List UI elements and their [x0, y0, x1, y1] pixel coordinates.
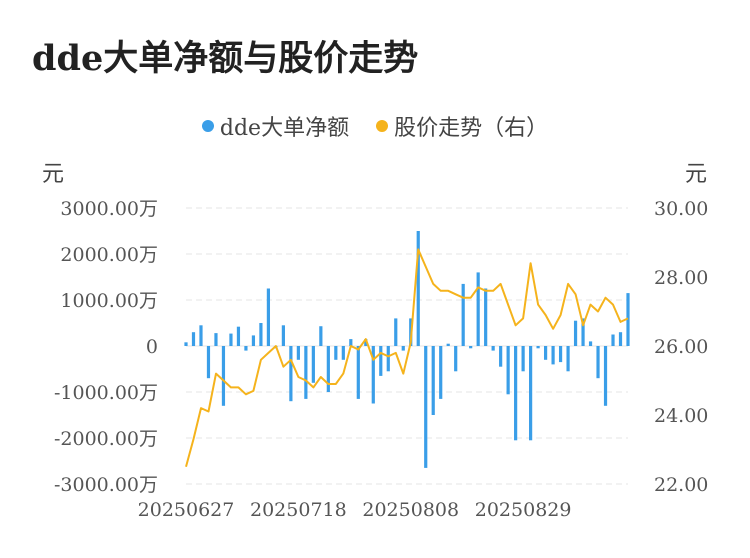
bar-24: [364, 339, 368, 346]
bar-43: [506, 346, 510, 395]
legend-label-dde: dde大单净额: [219, 116, 350, 141]
bar-29: [401, 346, 405, 351]
bar-0: [184, 342, 188, 346]
bar-18: [319, 326, 323, 346]
left-tick-label-1: 2000.00万: [60, 244, 158, 266]
bar-21: [341, 346, 345, 360]
bar-55: [596, 346, 600, 379]
bar-32: [424, 346, 428, 468]
left-tick-label-6: -3000.00万: [54, 474, 158, 496]
bar-28: [394, 318, 398, 346]
legend-item-price[interactable]: 股价走势（右）: [376, 110, 548, 142]
bar-4: [214, 333, 218, 346]
bar-35: [446, 343, 450, 346]
legend-label-price: 股价走势（右）: [394, 116, 549, 141]
bar-3: [206, 346, 211, 379]
bar-16: [304, 346, 308, 399]
bar-11: [266, 288, 271, 346]
x-tick-label-0: 20250627: [138, 499, 235, 521]
bar-23: [356, 346, 360, 399]
bar-52: [573, 320, 578, 346]
right-tick-label-1: 28.00: [654, 267, 708, 289]
bar-7: [236, 326, 241, 346]
bar-6: [229, 333, 233, 346]
left-axis-unit: 元: [42, 162, 65, 187]
bar-20: [334, 346, 338, 360]
legend-dot-bar: [201, 120, 214, 132]
bar-46: [529, 346, 533, 441]
bar-50: [558, 346, 563, 363]
bar-48: [543, 346, 548, 360]
bar-10: [259, 323, 263, 346]
chart-title: dde大单净额与股价走势: [32, 38, 419, 79]
bar-1: [191, 332, 196, 346]
x-tick-label-1: 20250718: [250, 499, 347, 521]
bar-22: [349, 339, 353, 346]
bar-59: [626, 293, 630, 346]
legend-dot-line: [376, 120, 389, 132]
price-line: [185, 248, 629, 468]
x-tick-label-2: 20250808: [362, 499, 459, 521]
bar-44: [514, 346, 518, 441]
bar-13: [281, 325, 285, 346]
bar-40: [484, 288, 488, 346]
bar-34: [439, 346, 443, 399]
x-tick-label-3: 20250829: [475, 499, 572, 521]
bar-8: [244, 346, 248, 351]
right-tick-label-0: 30.00: [654, 198, 708, 220]
bar-53: [581, 318, 585, 346]
bar-47: [536, 346, 540, 349]
bar-14: [289, 346, 293, 402]
right-tick-label-2: 26.00: [654, 336, 708, 358]
bar-31: [416, 231, 420, 346]
legend: dde大单净额 股价走势（右）: [0, 110, 750, 142]
bar-49: [551, 346, 555, 365]
right-tick-label-4: 22.00: [654, 474, 708, 496]
bar-56: [603, 346, 608, 406]
bar-39: [476, 272, 480, 346]
bar-37: [461, 283, 465, 346]
bar-5: [221, 346, 226, 406]
left-tick-label-4: -1000.00万: [54, 382, 158, 404]
left-tick-label-2: 1000.00万: [60, 290, 158, 312]
bar-15: [296, 346, 300, 360]
bar-27: [386, 346, 390, 372]
bar-58: [618, 332, 623, 346]
left-tick-label-0: 3000.00万: [60, 198, 158, 220]
bar-33: [431, 346, 435, 415]
bar-51: [566, 346, 570, 372]
left-tick-label-5: -2000.00万: [54, 428, 158, 450]
bar-9: [251, 335, 256, 346]
bar-38: [469, 346, 473, 349]
bar-2: [199, 325, 203, 346]
bar-54: [588, 341, 593, 346]
bar-57: [611, 334, 615, 346]
right-tick-label-3: 24.00: [654, 405, 708, 427]
bar-36: [454, 346, 458, 372]
bar-17: [311, 346, 315, 383]
bar-45: [521, 346, 525, 372]
bar-19: [326, 346, 330, 392]
bar-25: [371, 346, 375, 404]
left-tick-label-3: 0: [146, 336, 158, 358]
right-axis-unit: 元: [685, 162, 708, 187]
bar-41: [491, 346, 495, 351]
legend-item-dde[interactable]: dde大单净额: [201, 110, 350, 142]
bar-42: [499, 346, 503, 367]
bar-26: [379, 346, 383, 376]
